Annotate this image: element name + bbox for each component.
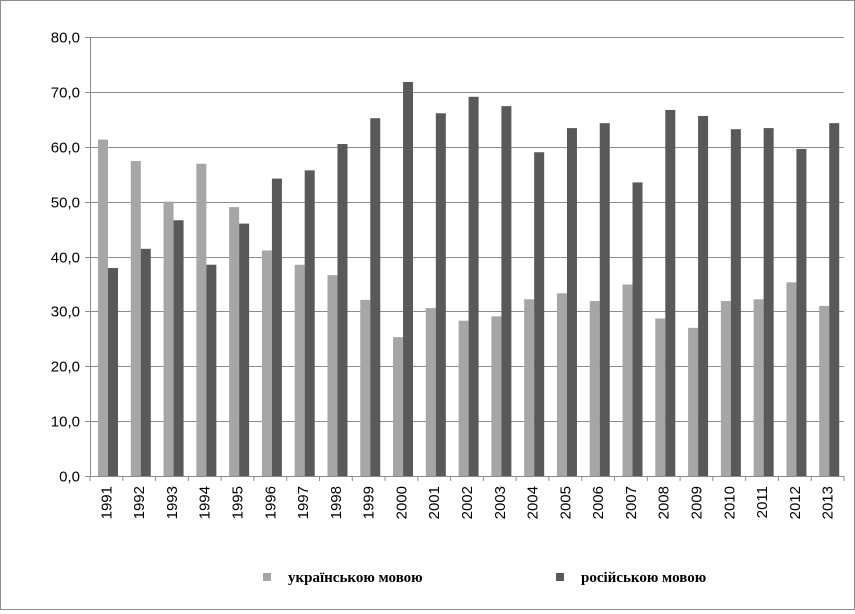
- bar-russian: [174, 220, 184, 476]
- x-tick-label: 1993: [164, 486, 181, 519]
- x-tick-label: 2005: [557, 486, 574, 519]
- bar-ukrainian: [819, 306, 829, 476]
- bar-ukrainian: [196, 164, 206, 476]
- bar-ukrainian: [786, 282, 796, 476]
- bar-ukrainian: [131, 161, 141, 476]
- bar-russian: [764, 128, 774, 476]
- bar-russian: [796, 149, 806, 476]
- bar-ukrainian: [295, 265, 305, 476]
- x-tick-label: 2002: [459, 486, 476, 519]
- y-tick-label: 0,0: [59, 469, 80, 486]
- bar-russian: [141, 249, 151, 476]
- bar-ukrainian: [557, 293, 567, 476]
- y-tick-label: 10,0: [51, 414, 80, 431]
- x-tick-label: 2006: [590, 486, 607, 519]
- x-tick-label: 1997: [295, 486, 312, 519]
- bar-russian: [501, 106, 511, 476]
- bar-ukrainian: [393, 337, 403, 476]
- bar-ukrainian: [98, 140, 108, 476]
- bar-ukrainian: [623, 284, 633, 476]
- bar-russian: [665, 110, 675, 476]
- bar-russian: [206, 265, 216, 476]
- bar-russian: [403, 82, 413, 476]
- y-tick-label: 50,0: [51, 195, 80, 212]
- x-tick-label: 2000: [393, 486, 410, 519]
- legend-swatch: [263, 573, 271, 581]
- x-tick-label: 2003: [492, 486, 509, 519]
- bars: [98, 82, 839, 476]
- x-tick-label: 1998: [328, 486, 345, 519]
- y-tick-label: 40,0: [51, 250, 80, 267]
- bar-russian: [305, 170, 315, 476]
- y-tick-label: 20,0: [51, 359, 80, 376]
- bar-russian: [829, 123, 839, 476]
- x-axis-ticks: 1991 1992 1993 1994 1995 1996 1997 1998 1999 2000…: [98, 486, 836, 519]
- x-tick-label: 1995: [230, 486, 247, 519]
- bar-russian: [337, 144, 347, 476]
- x-tick-label: 2007: [623, 486, 640, 519]
- y-tick-label: 70,0: [51, 85, 80, 102]
- bar-russian: [436, 113, 446, 476]
- bar-russian: [370, 118, 380, 476]
- x-tick-label: 2010: [721, 486, 738, 519]
- bar-ukrainian: [721, 301, 731, 476]
- legend: українською мовою російською мовою: [263, 570, 706, 586]
- bar-russian: [534, 152, 544, 476]
- bar-russian: [239, 224, 249, 476]
- bar-ukrainian: [655, 319, 665, 476]
- bar-ukrainian: [262, 250, 272, 476]
- x-tick-label: 2004: [525, 486, 542, 519]
- bar-russian: [469, 97, 479, 476]
- bar-ukrainian: [688, 328, 698, 476]
- bar-russian: [272, 179, 282, 476]
- bar-russian: [567, 128, 577, 476]
- bar-russian: [698, 116, 708, 476]
- bar-ukrainian: [754, 299, 764, 476]
- bar-russian: [731, 129, 741, 476]
- x-tick-label: 2001: [426, 486, 443, 519]
- x-tick-label: 1996: [262, 486, 279, 519]
- bar-ukrainian: [360, 300, 370, 476]
- x-tick-label: 2012: [787, 486, 804, 519]
- bar-ukrainian: [590, 301, 600, 476]
- y-tick-label: 80,0: [51, 30, 80, 47]
- x-tick-label: 1994: [197, 486, 214, 519]
- bar-ukrainian: [229, 207, 239, 476]
- x-tick-label: 2008: [656, 486, 673, 519]
- bar-ukrainian: [491, 316, 501, 476]
- legend-label: російською мовою: [581, 570, 706, 586]
- x-tick-label: 2013: [820, 486, 837, 519]
- x-tick-label: 1991: [98, 486, 115, 519]
- y-axis-ticks: 0,0 10,0 20,0 30,0 40,0 50,0 60,0 70,0 80,0: [51, 30, 80, 486]
- bar-russian: [108, 268, 118, 476]
- x-tick-label: 1999: [361, 486, 378, 519]
- bar-ukrainian: [524, 299, 534, 476]
- y-tick-label: 60,0: [51, 140, 80, 157]
- bar-russian: [633, 182, 643, 476]
- legend-swatch: [556, 573, 564, 581]
- x-tick-label: 1992: [131, 486, 148, 519]
- legend-label: українською мовою: [288, 570, 423, 586]
- bar-russian: [600, 123, 610, 476]
- x-tick-label: 2011: [754, 486, 771, 518]
- bar-ukrainian: [164, 202, 174, 476]
- y-tick-label: 30,0: [51, 304, 80, 321]
- bar-ukrainian: [327, 275, 337, 476]
- bar-ukrainian: [459, 321, 469, 476]
- bar-ukrainian: [426, 308, 436, 476]
- x-tick-label: 2009: [688, 486, 705, 519]
